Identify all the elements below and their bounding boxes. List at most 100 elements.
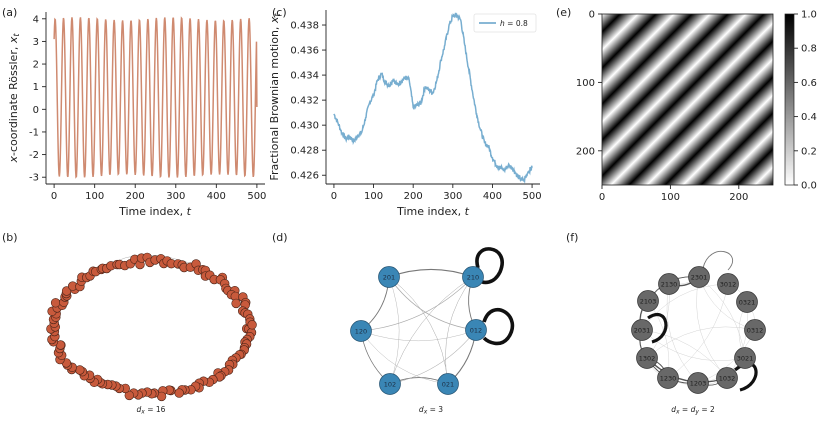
e-xtick-label: 0 bbox=[599, 192, 605, 203]
d-node-102 bbox=[379, 373, 401, 395]
f-node-label: 2031 bbox=[634, 326, 651, 334]
a-ytick-label: 2 bbox=[33, 60, 39, 71]
d-self-loop-012 bbox=[482, 308, 515, 346]
f-edge bbox=[641, 329, 728, 379]
chart-a: 0 100 200 300 400 500 -3 -2 -1 0 1 2 3 4 Time index,… bbox=[7, 12, 266, 218]
chart-c-legend-box bbox=[473, 13, 537, 33]
d-edge bbox=[360, 276, 474, 333]
chart-e-heatmap-image bbox=[602, 14, 773, 185]
f-edge bbox=[641, 329, 746, 361]
a-xtick-label: 400 bbox=[207, 191, 226, 202]
d-edge bbox=[389, 329, 477, 385]
d-node-012 bbox=[465, 319, 487, 341]
a-xtick-label: 200 bbox=[126, 191, 145, 202]
d-self-loop-210 bbox=[475, 247, 504, 285]
f-edge bbox=[696, 276, 728, 379]
b-node bbox=[124, 390, 135, 401]
e-cbar-tick-label: 0.0 bbox=[801, 181, 817, 192]
d-node-label: 210 bbox=[467, 273, 479, 281]
a-ytick-label: -2 bbox=[29, 150, 39, 161]
chart-e-frame bbox=[601, 13, 774, 186]
f-node-label: 1032 bbox=[719, 374, 736, 382]
d-edge bbox=[388, 276, 449, 385]
e-cbar-tick-label: 0.4 bbox=[801, 112, 817, 123]
f-edge bbox=[667, 283, 729, 379]
c-ytick-label: 0.434 bbox=[290, 71, 319, 82]
chart-b-caption: dx = 16 bbox=[137, 405, 166, 416]
a-ytick-label: -3 bbox=[29, 173, 39, 184]
f-node-label: 1230 bbox=[660, 374, 677, 382]
chart-f-caption: dx = dy = 2 bbox=[671, 405, 715, 416]
d-node-label: 021 bbox=[442, 380, 454, 388]
d-node-label: 120 bbox=[355, 327, 367, 335]
d-edge bbox=[389, 276, 474, 385]
d-edge bbox=[445, 276, 474, 385]
d-node-201 bbox=[378, 266, 400, 288]
c-xtick-label: 400 bbox=[483, 191, 502, 202]
chart-c-legend-label: h = 0.8 bbox=[500, 19, 528, 28]
chart-c-series-line bbox=[333, 12, 533, 184]
f-node-1302 bbox=[636, 347, 658, 369]
chart-e-x-ticks: 0 100 200 bbox=[599, 185, 748, 203]
f-node-1203 bbox=[687, 372, 709, 394]
d-node-label: 102 bbox=[384, 380, 396, 388]
f-node-2130 bbox=[658, 273, 680, 295]
f-self-loop-2031 bbox=[647, 313, 668, 344]
c-ytick-label: 0.432 bbox=[290, 96, 319, 107]
panel-label-e: (e) bbox=[556, 6, 571, 19]
f-node-label: 2130 bbox=[661, 280, 678, 288]
b-node bbox=[231, 298, 241, 309]
e-cbar-tick-label: 0.6 bbox=[801, 78, 817, 89]
f-node-label: 1203 bbox=[690, 379, 707, 387]
panel-label-f: (f) bbox=[566, 231, 578, 244]
chart-b: dx = 16 bbox=[46, 252, 257, 416]
panel-label-a: (a) bbox=[2, 6, 17, 19]
f-edge bbox=[641, 283, 729, 331]
c-xtick-label: 0 bbox=[331, 191, 337, 202]
f-node-label: 3021 bbox=[737, 354, 754, 362]
e-ytick-label: 200 bbox=[576, 146, 595, 157]
d-edge bbox=[388, 276, 477, 332]
chart-c-xlabel: Time index, t bbox=[396, 205, 470, 218]
chart-c-x-ticks: 0 100 200 300 400 500 bbox=[331, 184, 542, 202]
chart-e-colorbar bbox=[784, 13, 795, 186]
chart-f: 2301 3012 2130 0321 2103 0312 2031 1302 3021 1230… bbox=[631, 250, 766, 416]
d-edge bbox=[388, 276, 400, 385]
chart-d: 210 201 012 120 102 021 dx = 3 bbox=[350, 247, 515, 416]
a-xtick-label: 500 bbox=[247, 191, 266, 202]
b-node bbox=[247, 320, 257, 330]
f-node-label: 2103 bbox=[640, 297, 657, 305]
c-ytick-label: 0.426 bbox=[290, 171, 319, 182]
chart-a-x-ticks: 0 100 200 300 400 500 bbox=[51, 184, 266, 202]
chart-e-y-ticks: 0 100 200 bbox=[576, 10, 602, 157]
f-node-1032 bbox=[716, 367, 738, 389]
f-node-2301 bbox=[688, 266, 710, 288]
a-xtick-label: 300 bbox=[166, 191, 185, 202]
c-ytick-label: 0.428 bbox=[290, 146, 319, 157]
f-node-label: 0321 bbox=[739, 298, 756, 306]
a-ytick-label: 3 bbox=[33, 37, 39, 48]
e-ytick-label: 0 bbox=[589, 10, 595, 21]
f-node-label: 2301 bbox=[691, 273, 708, 281]
e-cbar-tick-label: 0.2 bbox=[801, 146, 817, 157]
d-node-210 bbox=[462, 266, 484, 288]
e-ytick-label: 100 bbox=[576, 78, 595, 89]
chart-c-y-ticks: 0.426 0.428 0.430 0.432 0.434 0.436 0.438 bbox=[290, 21, 326, 182]
f-edge bbox=[646, 326, 756, 359]
f-node-3012 bbox=[717, 273, 739, 295]
c-xtick-label: 300 bbox=[443, 191, 462, 202]
f-node-1230 bbox=[657, 367, 679, 389]
chart-d-nodes: 210 201 012 120 102 021 bbox=[350, 266, 487, 395]
d-node-021 bbox=[437, 373, 459, 395]
chart-c-ylabel: Fractional Brownian motion, xt bbox=[268, 13, 282, 181]
chart-e-colorbar-ticks: 0.0 0.2 0.4 0.6 0.8 1.0 bbox=[794, 10, 817, 192]
e-xtick-label: 100 bbox=[661, 192, 680, 203]
f-node-label: 3012 bbox=[720, 280, 737, 288]
f-node-2103 bbox=[637, 290, 659, 312]
d-edge bbox=[360, 329, 477, 342]
chart-a-xlabel: Time index, t bbox=[118, 205, 192, 218]
d-node-label: 012 bbox=[470, 326, 482, 334]
b-node bbox=[50, 298, 61, 308]
a-ytick-label: 1 bbox=[33, 82, 39, 93]
